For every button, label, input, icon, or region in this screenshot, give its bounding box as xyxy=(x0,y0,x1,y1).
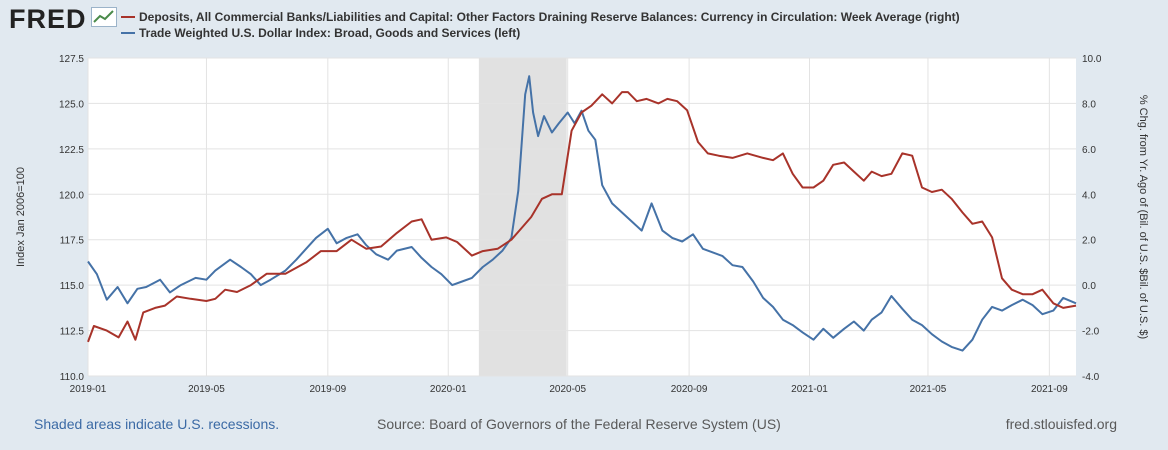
x-tick-label: 2019-09 xyxy=(309,384,346,395)
right-tick-label: 4.0 xyxy=(1082,190,1096,201)
left-tick-label: 122.5 xyxy=(59,145,84,156)
series-line-currency-circulation xyxy=(87,91,1077,343)
x-tick-label: 2021-05 xyxy=(910,384,947,395)
legend-swatch-blue xyxy=(121,32,135,34)
recession-band xyxy=(478,58,567,376)
logo-text: FRED xyxy=(9,4,87,34)
line-chart-icon xyxy=(90,7,117,32)
right-tick-label: -2.0 xyxy=(1082,327,1100,338)
tick-labels: 110.0 112.5 115.0 117.5 120.0 122.5 125.0 127.5… xyxy=(59,54,1102,395)
x-tick-label: 2021-01 xyxy=(791,384,828,395)
x-tick-label: 2021-09 xyxy=(1031,384,1068,395)
chart-svg: 110.0 112.5 115.0 117.5 120.0 122.5 125.0 127.5… xyxy=(15,54,1149,395)
legend-label-blue: Trade Weighted U.S. Dollar Index: Broad,… xyxy=(139,26,521,40)
left-tick-label: 115.0 xyxy=(60,281,85,292)
left-tick-label: 120.0 xyxy=(59,190,84,201)
x-tick-label: 2019-05 xyxy=(188,384,225,395)
fred-logo[interactable]: FRED xyxy=(9,4,117,35)
right-tick-label: -4.0 xyxy=(1082,372,1100,383)
right-tick-label: 10.0 xyxy=(1082,54,1102,65)
legend-item-red[interactable]: Deposits, All Commercial Banks/Liabiliti… xyxy=(121,9,960,25)
x-tick-label: 2020-09 xyxy=(671,384,708,395)
legend-item-blue[interactable]: Trade Weighted U.S. Dollar Index: Broad,… xyxy=(121,25,960,41)
series-layer xyxy=(87,75,1077,352)
x-tick-label: 2020-01 xyxy=(430,384,467,395)
x-tick-label: 2019-01 xyxy=(70,384,107,395)
left-tick-label: 117.5 xyxy=(60,236,85,247)
gridlines xyxy=(87,57,1076,377)
recession-layer xyxy=(478,58,567,376)
left-tick-label: 110.0 xyxy=(60,372,85,383)
left-tick-label: 127.5 xyxy=(59,54,84,65)
x-tick-label: 2020-05 xyxy=(549,384,586,395)
legend-swatch-red xyxy=(121,16,135,18)
site-link[interactable]: fred.stlouisfed.org xyxy=(1005,416,1117,432)
legend-label-red: Deposits, All Commercial Banks/Liabiliti… xyxy=(139,10,960,24)
source-note: Source: Board of Governors of the Federa… xyxy=(377,416,781,432)
right-axis-title: % Chg. from Yr. Ago of (Bil. of U.S. $Bi… xyxy=(1137,95,1149,339)
recession-note-link[interactable]: Shaded areas indicate U.S. recessions. xyxy=(34,416,280,432)
right-tick-label: 0.0 xyxy=(1082,281,1096,292)
right-tick-label: 8.0 xyxy=(1082,99,1096,110)
chart-legend: Deposits, All Commercial Banks/Liabiliti… xyxy=(121,9,960,41)
right-tick-label: 2.0 xyxy=(1082,236,1096,247)
right-tick-label: 6.0 xyxy=(1082,145,1096,156)
left-tick-label: 112.5 xyxy=(60,327,85,338)
left-axis-title: Index Jan 2006=100 xyxy=(15,167,27,267)
left-tick-label: 125.0 xyxy=(59,99,84,110)
